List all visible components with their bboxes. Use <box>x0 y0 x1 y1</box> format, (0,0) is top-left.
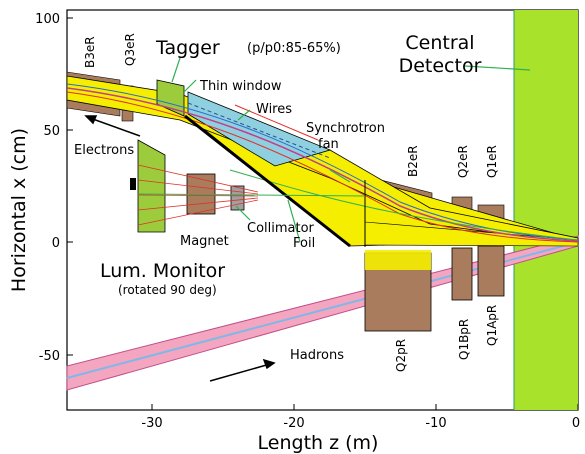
magnet-label: Magnet <box>180 234 229 249</box>
x-axis-title: Length z (m) <box>258 432 379 454</box>
magnet-label-q1bpr: Q1BpR <box>457 319 471 360</box>
lum-monitor-label: Lum. Monitor <box>100 260 225 282</box>
central-detector-label: Central <box>405 32 474 54</box>
magnet-label-q3er: Q3eR <box>123 33 137 66</box>
tagger-label: Tagger <box>155 37 220 59</box>
synchrotron-fan-label: Synchrotron <box>306 121 385 136</box>
central-detector-region <box>514 10 578 410</box>
thin-window-label: Thin window <box>199 79 282 94</box>
tagger-range-label: (p/p0:85-65%) <box>247 41 341 56</box>
y-tick-label: -50 <box>39 349 60 364</box>
y-tick-label: 100 <box>35 12 60 27</box>
axis-ticks <box>67 17 579 410</box>
synchrotron-fan-label: fan <box>318 137 339 152</box>
magnet-q1bpr <box>451 247 473 301</box>
hadrons-label: Hadrons <box>290 348 344 363</box>
y-tick-label: 50 <box>43 124 60 139</box>
x-tick-label: 0 <box>572 416 580 431</box>
magnet-label-q1apr: Q1ApR <box>485 305 499 346</box>
central-detector-label: Detector <box>399 55 482 77</box>
lum-monitor <box>130 139 366 233</box>
magnet-label-q2er: Q2eR <box>456 145 470 178</box>
beam-trajectories <box>66 83 579 243</box>
magnet-label-b3er: B3eR <box>83 36 97 68</box>
electrons-label: Electrons <box>74 143 134 158</box>
wires-label: Wires <box>256 102 292 117</box>
x-tick-label: -30 <box>141 416 162 431</box>
magnet-label-b2er: B2eR <box>406 145 420 177</box>
foil-label: Foil <box>293 236 315 251</box>
y-axis-title: Horizontal x (cm) <box>8 128 30 292</box>
direction-arrows <box>84 115 276 382</box>
x-tick-label: -20 <box>283 416 304 431</box>
x-tick-label: -10 <box>425 416 446 431</box>
magnet-q1apr <box>477 245 505 297</box>
magnet-q2pr-aperture <box>365 250 431 270</box>
foil <box>184 114 351 248</box>
magnet-label-q2pr: Q2pR <box>394 339 408 372</box>
y-tick-label: 0 <box>52 236 60 251</box>
tagger-dashed-line <box>187 102 331 159</box>
lum-monitor-note: (rotated 90 deg) <box>118 283 217 297</box>
annotation-pointers <box>171 57 531 243</box>
collimator-label: Collimator <box>247 221 315 236</box>
magnet-label-q1er: Q1eR <box>485 145 499 178</box>
